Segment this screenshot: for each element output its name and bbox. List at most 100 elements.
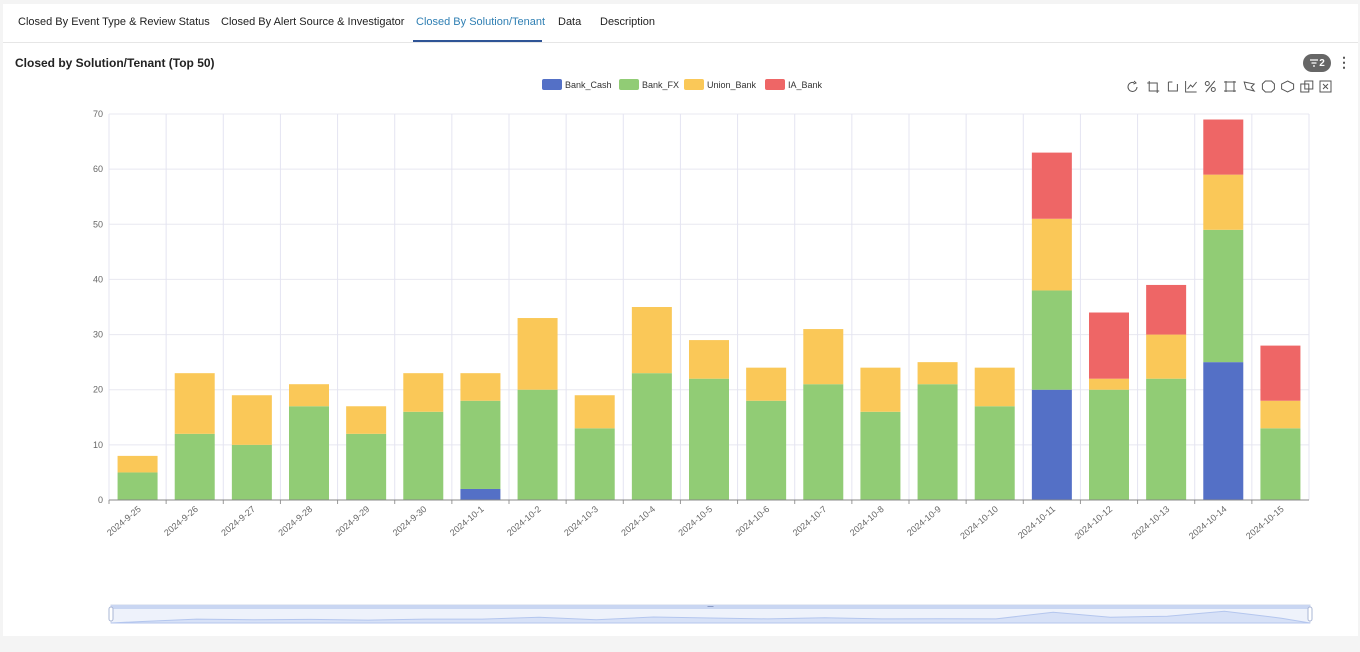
bar-bank-fx[interactable] <box>574 428 615 500</box>
bar-union-bank[interactable] <box>689 340 729 379</box>
bar-ia-bank[interactable] <box>1146 284 1187 335</box>
bar-bank-fx[interactable] <box>1203 229 1244 363</box>
bar-union-bank[interactable] <box>174 373 215 434</box>
x-tick-label: 2024-10-13 <box>1130 504 1172 541</box>
x-tick-label: 2024-10-11 <box>1016 504 1057 541</box>
bar-union-bank[interactable] <box>746 367 787 401</box>
bar-bank-fx[interactable] <box>460 400 501 489</box>
tab-description[interactable]: Description <box>600 16 656 28</box>
bar-bank-fx[interactable] <box>631 373 672 500</box>
y-tick-label: 40 <box>93 274 103 284</box>
chart-title: Closed by Solution/Tenant (Top 50) <box>15 56 215 70</box>
tab-data[interactable]: Data <box>558 16 582 28</box>
legend-item-ia-bank[interactable]: IA_Bank <box>765 79 823 90</box>
x-tick-label: 2024-10-7 <box>791 504 829 538</box>
bar-union-bank[interactable] <box>346 406 387 434</box>
bar-bank-fx[interactable] <box>974 406 1015 500</box>
zoom-out-icon[interactable] <box>1281 80 1295 93</box>
zoom-in-icon[interactable] <box>1261 80 1275 93</box>
lasso-icon[interactable] <box>1243 81 1256 92</box>
x-tick-label: 2024-10-10 <box>958 504 1000 541</box>
bar-bank-fx[interactable] <box>517 389 558 500</box>
x-tick-label: 2024-10-5 <box>676 504 714 538</box>
bar-union-bank[interactable] <box>631 307 672 374</box>
bar-union-bank[interactable] <box>460 373 501 401</box>
bar-bank-cash[interactable] <box>1203 362 1244 500</box>
bar-bank-fx[interactable] <box>117 472 158 500</box>
filter-badge[interactable]: 2 <box>1303 54 1331 72</box>
bar-bank-fx[interactable] <box>346 433 387 500</box>
bar-bank-fx[interactable] <box>289 406 329 500</box>
bar-bank-fx[interactable] <box>231 444 272 500</box>
bar-bank-fx[interactable] <box>860 411 901 500</box>
zoom-handle-left[interactable] <box>108 606 114 622</box>
copy-icon[interactable] <box>1300 80 1314 93</box>
crop-back-icon[interactable] <box>1167 81 1178 92</box>
chart-legend: Bank_Cash Bank_FX Union_Bank IA_Bank <box>542 79 823 90</box>
bar-union-bank[interactable] <box>1203 174 1244 230</box>
close-box-icon[interactable] <box>1319 80 1332 93</box>
x-tick-label: 2024-10-8 <box>848 504 886 538</box>
line-chart-icon[interactable] <box>1185 81 1197 93</box>
bar-bank-fx[interactable] <box>1260 428 1301 500</box>
bar-ia-bank[interactable] <box>1031 152 1072 219</box>
bar-ia-bank[interactable] <box>1260 345 1301 401</box>
bar-union-bank[interactable] <box>403 373 444 412</box>
bar-bank-cash[interactable] <box>460 488 501 500</box>
bar-bank-fx[interactable] <box>403 411 444 500</box>
data-zoom-slider[interactable] <box>108 604 1313 624</box>
x-tick-label: 2024-9-27 <box>219 504 257 538</box>
bar-bank-fx[interactable] <box>803 384 844 500</box>
legend-label: IA_Bank <box>788 80 823 90</box>
bar-union-bank[interactable] <box>1146 334 1187 379</box>
bar-bank-cash[interactable] <box>1031 389 1072 500</box>
bar-union-bank[interactable] <box>117 455 158 473</box>
bar-ia-bank[interactable] <box>1203 119 1244 175</box>
bar-union-bank[interactable] <box>574 395 615 429</box>
bar-union-bank[interactable] <box>1089 378 1129 390</box>
restore-icon[interactable] <box>1127 80 1138 92</box>
bar-union-bank[interactable] <box>860 367 901 412</box>
bar-bank-fx[interactable] <box>1089 389 1129 500</box>
tab-alert-source-investigator[interactable]: Closed By Alert Source & Investigator <box>221 16 405 28</box>
bar-bank-fx[interactable] <box>174 433 215 500</box>
legend-swatch <box>684 79 704 90</box>
y-tick-label: 0 <box>98 495 103 505</box>
y-tick-label: 10 <box>93 440 103 450</box>
bar-bank-fx[interactable] <box>1146 378 1187 500</box>
zoom-handle-right[interactable] <box>1307 606 1313 622</box>
select-rect-icon[interactable] <box>1224 81 1236 92</box>
percent-icon[interactable] <box>1204 80 1216 93</box>
x-tick-label: 2024-10-4 <box>619 504 657 538</box>
bar-union-bank[interactable] <box>917 362 958 385</box>
bar-union-bank[interactable] <box>1031 218 1072 291</box>
bar-bank-fx[interactable] <box>917 384 958 500</box>
tab-solution-tenant[interactable]: Closed By Solution/Tenant <box>416 16 546 28</box>
x-tick-label: 2024-10-1 <box>448 504 486 538</box>
bar-union-bank[interactable] <box>231 395 272 445</box>
tab-event-type-review-status[interactable]: Closed By Event Type & Review Status <box>18 16 210 28</box>
x-tick-label: 2024-9-25 <box>105 504 143 538</box>
crop-icon[interactable] <box>1147 81 1160 93</box>
bar-union-bank[interactable] <box>289 384 329 407</box>
bar-union-bank[interactable] <box>517 318 558 390</box>
chart-bars <box>117 119 1301 500</box>
active-tab-indicator <box>413 40 542 42</box>
bar-ia-bank[interactable] <box>1089 312 1129 379</box>
bar-union-bank[interactable] <box>974 367 1015 407</box>
y-tick-label: 60 <box>93 164 103 174</box>
filter-icon <box>1310 59 1319 67</box>
bar-union-bank[interactable] <box>803 329 844 385</box>
legend-item-union-bank[interactable]: Union_Bank <box>684 79 757 90</box>
bar-bank-fx[interactable] <box>746 400 787 500</box>
y-tick-label: 50 <box>93 219 103 229</box>
legend-swatch <box>542 79 562 90</box>
legend-swatch <box>765 79 785 90</box>
x-tick-label: 2024-9-29 <box>334 504 372 538</box>
legend-item-bank-fx[interactable]: Bank_FX <box>619 79 679 90</box>
bar-bank-fx[interactable] <box>1031 290 1072 390</box>
bar-union-bank[interactable] <box>1260 400 1301 429</box>
legend-item-bank-cash[interactable]: Bank_Cash <box>542 79 612 90</box>
bar-bank-fx[interactable] <box>689 378 729 500</box>
